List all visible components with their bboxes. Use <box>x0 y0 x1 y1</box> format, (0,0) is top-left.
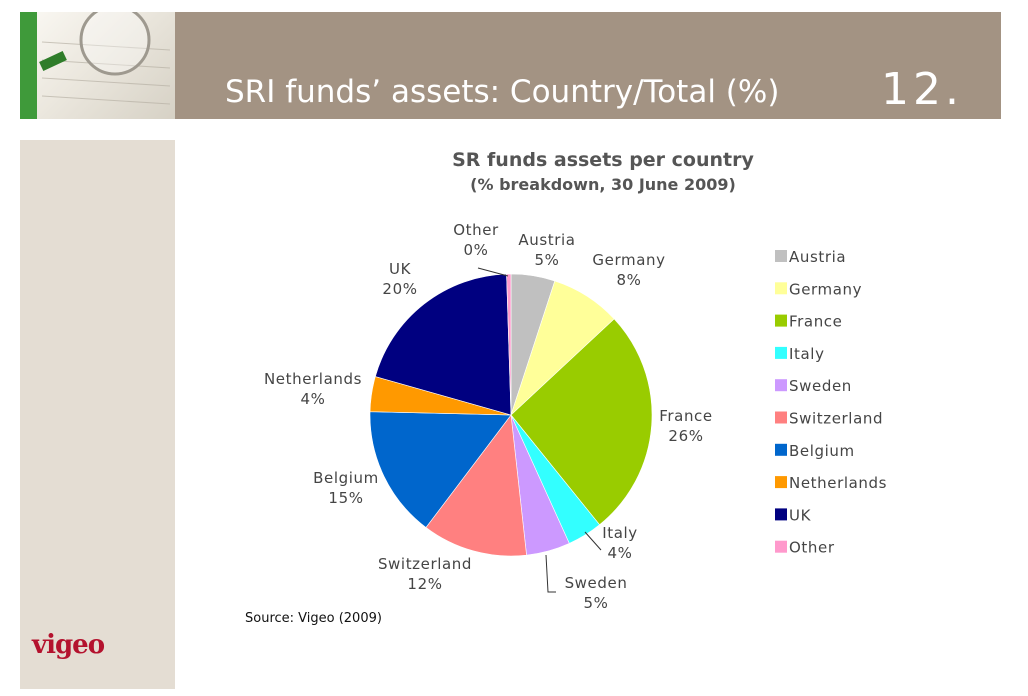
slice-label-name-austria: Austria <box>518 231 575 249</box>
legend-label-switzerland: Switzerland <box>789 410 883 428</box>
legend-swatch-sweden <box>775 379 787 392</box>
page-title: SRI funds’ assets: Country/Total (%) <box>225 74 780 110</box>
legend-label-austria: Austria <box>789 248 846 266</box>
slice-label-name-germany: Germany <box>592 251 665 269</box>
pie-slice-france <box>510 318 653 526</box>
slice-label-value-france: 26% <box>668 427 703 445</box>
slice-label-name-netherlands: Netherlands <box>264 370 362 388</box>
slice-label-name-france: France <box>659 407 712 425</box>
legend-swatch-uk <box>775 508 787 521</box>
source-note: Source: Vigeo (2009) <box>245 611 382 626</box>
leader-line-sweden <box>545 554 556 593</box>
slice-label-name-other: Other <box>453 221 499 239</box>
leader-lines <box>477 267 602 593</box>
legend-label-belgium: Belgium <box>789 442 855 460</box>
slice-label-value-uk: 20% <box>382 280 417 298</box>
slice-label-value-sweden: 5% <box>584 594 609 612</box>
slide-number: 12. <box>881 64 963 115</box>
slice-label-value-belgium: 15% <box>328 489 363 507</box>
slice-label-name-switzerland: Switzerland <box>378 555 472 573</box>
slice-label-name-uk: UK <box>389 260 412 278</box>
pie-slices <box>369 273 653 557</box>
slice-label-value-netherlands: 4% <box>301 390 326 408</box>
legend-swatch-switzerland <box>775 411 787 424</box>
accent-green-bar <box>20 12 37 119</box>
slice-label-value-switzerland: 12% <box>407 575 442 593</box>
pie-slice-uk <box>374 273 512 416</box>
chart-subtitle: (% breakdown, 30 June 2009) <box>470 175 736 194</box>
legend-swatch-france <box>775 314 787 327</box>
slice-label-name-italy: Italy <box>602 524 638 542</box>
slice-label-value-germany: 8% <box>617 271 642 289</box>
legend-label-uk: UK <box>789 506 812 524</box>
left-sidebar-panel: vigeo <box>20 140 175 689</box>
slice-label-name-sweden: Sweden <box>565 574 628 592</box>
slice-label-name-belgium: Belgium <box>313 469 379 487</box>
leader-line-italy <box>584 531 602 551</box>
slice-label-value-austria: 5% <box>535 251 560 269</box>
legend-swatch-germany <box>775 282 787 295</box>
legend-label-netherlands: Netherlands <box>789 474 887 492</box>
magnifier-icon <box>39 12 171 105</box>
slice-label-value-other: 0% <box>464 241 489 259</box>
legend-label-other: Other <box>789 539 835 557</box>
legend: Austria Germany France Italy Sweden Switzerla… <box>775 248 887 557</box>
legend-swatch-austria <box>775 250 787 262</box>
legend-swatch-netherlands <box>775 476 787 489</box>
legend-swatch-other <box>775 540 787 553</box>
legend-label-germany: Germany <box>789 280 862 298</box>
pie-slice-belgium <box>369 411 512 528</box>
header-band: SRI funds’ assets: Country/Total (%) 12. <box>175 12 1001 119</box>
pie-slice-other <box>506 273 512 416</box>
legend-label-france: France <box>789 313 842 331</box>
legend-swatch-italy <box>775 346 787 359</box>
legend-label-sweden: Sweden <box>789 377 852 395</box>
slice-label-value-italy: 4% <box>608 544 633 562</box>
chart-title: SR funds assets per country <box>452 149 754 171</box>
slice-labels: Austria 5% Germany 8% France 26% Italy 4% Sweden… <box>264 221 712 612</box>
header-thumbnail-image <box>20 12 175 119</box>
pie-slice-switzerland <box>425 414 527 557</box>
legend-swatch-belgium <box>775 443 787 456</box>
legend-label-italy: Italy <box>789 345 825 363</box>
vigeo-logo: vigeo <box>32 630 105 660</box>
leader-line-other <box>477 267 509 277</box>
